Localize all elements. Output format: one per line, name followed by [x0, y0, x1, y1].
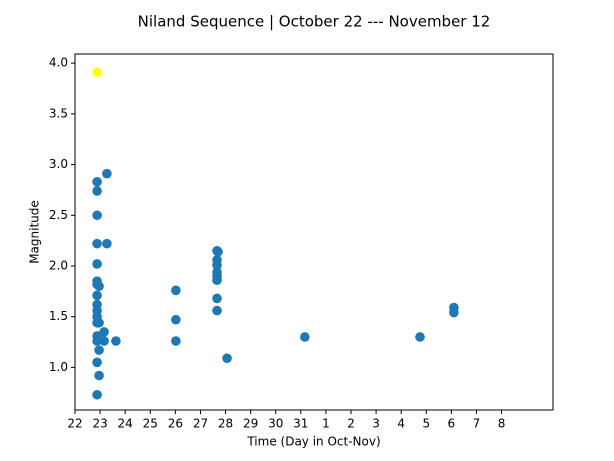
point: [102, 168, 112, 179]
x-tick-label: 28: [218, 417, 233, 431]
point: [212, 293, 222, 304]
x-tick-label: 30: [268, 417, 283, 431]
point: [94, 317, 104, 328]
x-tick-label: 22: [67, 417, 82, 431]
point: [92, 186, 102, 196]
point: [94, 281, 104, 292]
point: [171, 314, 181, 325]
y-tick-label: 1.5: [49, 309, 68, 323]
point: [111, 336, 121, 346]
x-tick-label: 31: [293, 417, 308, 431]
x-tick-label: 7: [473, 417, 481, 431]
point: [222, 353, 232, 364]
y-tick-label: 3.0: [49, 157, 68, 171]
point: [92, 210, 102, 221]
y-tick-label: 3.5: [49, 106, 68, 120]
point: [300, 332, 310, 342]
x-tick-label: 27: [193, 417, 208, 431]
point: [213, 246, 223, 257]
y-tick-label: 1.0: [49, 360, 68, 374]
point: [415, 332, 425, 342]
y-tick-label: 4.0: [49, 56, 68, 70]
y-tick-label: 2.5: [49, 208, 68, 222]
point: [449, 307, 459, 318]
x-tick-label: 4: [397, 417, 405, 431]
point: [92, 67, 102, 78]
point: [92, 336, 102, 346]
point: [102, 238, 112, 249]
point: [92, 290, 102, 301]
point: [92, 259, 102, 269]
point: [212, 305, 222, 316]
x-tick-label: 1: [322, 417, 330, 431]
x-tick-label: 6: [448, 417, 456, 431]
point: [92, 389, 102, 400]
x-axis-label: Time (Day in Oct-Nov): [246, 435, 380, 449]
x-tick-label: 26: [168, 417, 183, 431]
x-tick-label: 24: [118, 417, 133, 431]
point: [92, 238, 102, 249]
point: [99, 327, 109, 337]
point: [212, 275, 222, 285]
x-tick-label: 2: [347, 417, 355, 431]
point: [171, 336, 181, 346]
point: [92, 357, 102, 368]
point: [92, 176, 102, 187]
chart-title: Niland Sequence | October 22 --- Novembe…: [138, 13, 491, 31]
point: [212, 260, 222, 270]
x-tick-label: 8: [498, 417, 506, 431]
point: [171, 285, 181, 296]
point: [94, 370, 104, 381]
point: [99, 336, 109, 346]
x-tick-label: 23: [92, 417, 107, 431]
x-tick-label: 29: [243, 417, 258, 431]
plot-frame: [74, 53, 554, 411]
point: [94, 345, 104, 355]
x-tick-label: 3: [372, 417, 380, 431]
y-axis-label: Magnitude: [28, 200, 42, 264]
x-tick-label: 25: [143, 417, 158, 431]
y-tick-label: 2.0: [49, 258, 68, 272]
x-tick-label: 5: [422, 417, 430, 431]
